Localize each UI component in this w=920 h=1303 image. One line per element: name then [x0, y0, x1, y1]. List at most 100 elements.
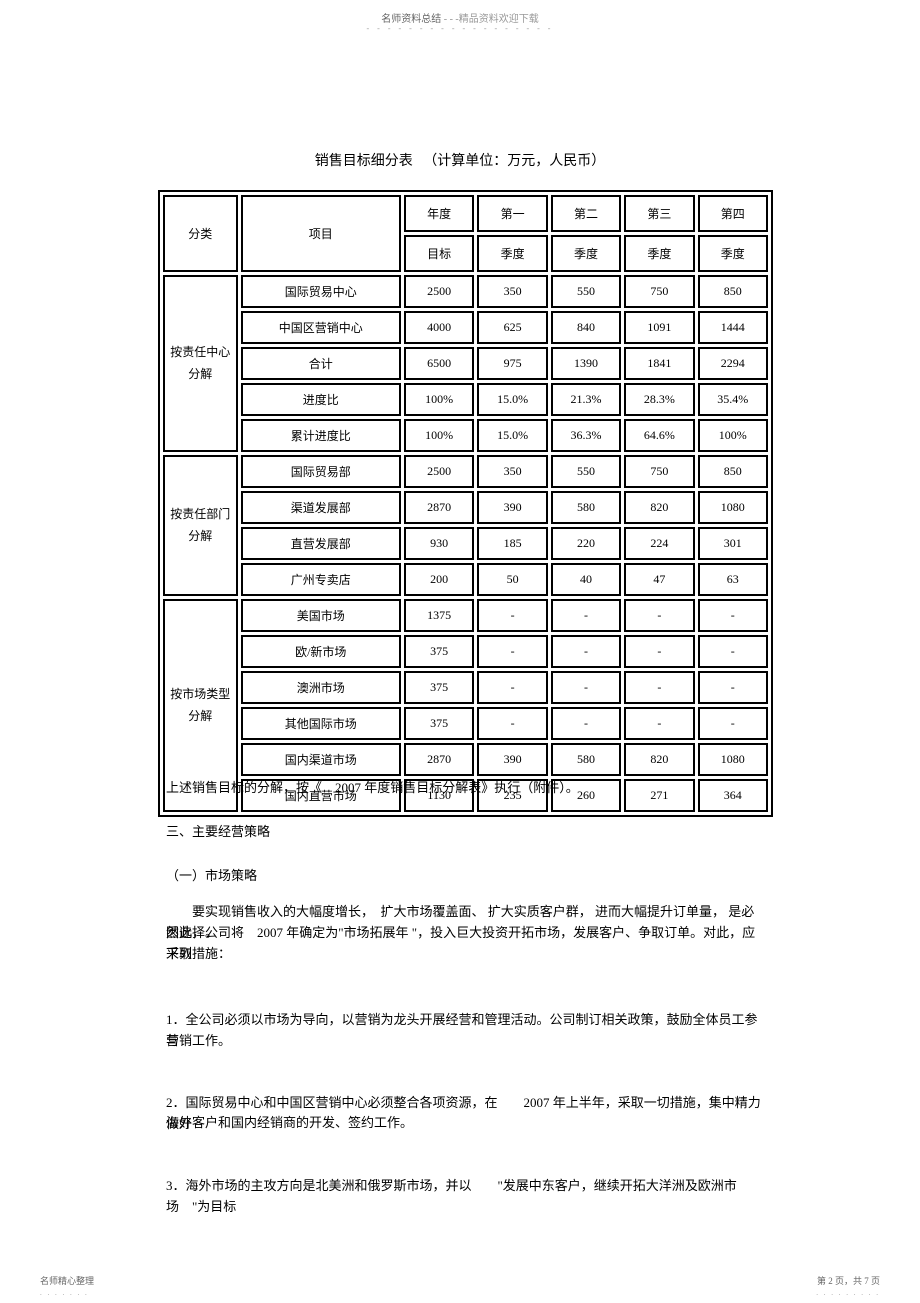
cell: - [624, 635, 694, 668]
cell: 850 [698, 275, 768, 308]
cell: 350 [477, 275, 547, 308]
cell: 820 [624, 491, 694, 524]
cell: - [551, 599, 621, 632]
th-annual: 年度 [404, 195, 474, 232]
cell: 63 [698, 563, 768, 596]
cell: 220 [551, 527, 621, 560]
cell: - [477, 635, 547, 668]
cell-item: 欧/新市场 [241, 635, 401, 668]
cell: 100% [698, 419, 768, 452]
cell-item: 其他国际市场 [241, 707, 401, 740]
cell: 1091 [624, 311, 694, 344]
table-row: 按责任中心分解 国际贸易中心 2500 350 550 750 850 [163, 275, 768, 308]
cell-item: 合计 [241, 347, 401, 380]
table-row: 国内渠道市场 2870 390 580 820 1080 [163, 743, 768, 776]
cell: 1080 [698, 743, 768, 776]
cell: 28.3% [624, 383, 694, 416]
page-header: 名师资料总结 - - -精品资料欢迎下载 [0, 10, 920, 25]
cell-item: 广州专卖店 [241, 563, 401, 596]
cell: - [698, 599, 768, 632]
table-row: 广州专卖店 200 50 40 47 63 [163, 563, 768, 596]
cell: 625 [477, 311, 547, 344]
cell: 200 [404, 563, 474, 596]
cell: 15.0% [477, 419, 547, 452]
th-q3b: 季度 [624, 235, 694, 272]
cell: 2870 [404, 743, 474, 776]
cell: - [551, 707, 621, 740]
cell: 35.4% [698, 383, 768, 416]
cell: 850 [698, 455, 768, 488]
th-annual2: 目标 [404, 235, 474, 272]
cell: 15.0% [477, 383, 547, 416]
cell: - [551, 635, 621, 668]
cell: - [698, 707, 768, 740]
cell: 1444 [698, 311, 768, 344]
cell: - [477, 599, 547, 632]
paragraph: 3．海外市场的主攻方向是北美洲和俄罗斯市场，并以 "发展中东客户，继续开拓大洋洲… [166, 1176, 766, 1218]
cell: 930 [404, 527, 474, 560]
cell: 21.3% [551, 383, 621, 416]
paragraph: 上述销售目标的分解，按《 2007 年度销售目标分解表》执行（附件）。 [166, 778, 766, 799]
paragraph: 下列措施： [166, 944, 766, 965]
table-title-main: 销售目标细分表 [315, 154, 413, 169]
cell: 350 [477, 455, 547, 488]
cell: - [551, 671, 621, 704]
table-row: 进度比 100% 15.0% 21.3% 28.3% 35.4% [163, 383, 768, 416]
table-row: 按市场类型分解 美国市场 1375 - - - - [163, 599, 768, 632]
cell: 2500 [404, 455, 474, 488]
category-cell: 按责任部门分解 [163, 455, 238, 596]
cell: 47 [624, 563, 694, 596]
cell: 185 [477, 527, 547, 560]
th-q1: 第一 [477, 195, 547, 232]
footer-dots-left: . . . . . . . [40, 1289, 89, 1297]
cell: 820 [624, 743, 694, 776]
table-row: 澳洲市场 375 - - - - [163, 671, 768, 704]
header-dots: - - - - - - - - - - - - - - - - - - [0, 24, 920, 33]
table-row: 中国区营销中心 4000 625 840 1091 1444 [163, 311, 768, 344]
cell-item: 进度比 [241, 383, 401, 416]
table-row: 直营发展部 930 185 220 224 301 [163, 527, 768, 560]
table-row: 按责任部门分解 国际贸易部 2500 350 550 750 850 [163, 455, 768, 488]
table-row: 其他国际市场 375 - - - - [163, 707, 768, 740]
cell-item: 渠道发展部 [241, 491, 401, 524]
cell: 1390 [551, 347, 621, 380]
th-q2: 第二 [551, 195, 621, 232]
cell: 390 [477, 743, 547, 776]
cell: 580 [551, 491, 621, 524]
cell-item: 澳洲市场 [241, 671, 401, 704]
cell: 2294 [698, 347, 768, 380]
cell: 1080 [698, 491, 768, 524]
footer-dots-right: . . . . . . . . . [816, 1289, 880, 1297]
cell-item: 中国区营销中心 [241, 311, 401, 344]
cell: - [698, 635, 768, 668]
cell: 750 [624, 275, 694, 308]
table-row: 累计进度比 100% 15.0% 36.3% 64.6% 100% [163, 419, 768, 452]
cell: 375 [404, 707, 474, 740]
cell: 975 [477, 347, 547, 380]
th-q2b: 季度 [551, 235, 621, 272]
table-row: 欧/新市场 375 - - - - [163, 635, 768, 668]
table-title-unit: （计算单位：万元，人民币） [423, 154, 605, 169]
cell: 6500 [404, 347, 474, 380]
cell: - [477, 707, 547, 740]
th-category: 分类 [163, 195, 238, 272]
cell: 375 [404, 635, 474, 668]
cell: 550 [551, 455, 621, 488]
footer-left: 名师精心整理 [40, 1274, 94, 1287]
cell: 550 [551, 275, 621, 308]
cell-item: 国内渠道市场 [241, 743, 401, 776]
cell: 2500 [404, 275, 474, 308]
cell: 1375 [404, 599, 474, 632]
cell: 224 [624, 527, 694, 560]
footer-right: 第 2 页，共 7 页 [817, 1274, 880, 1287]
cell: 580 [551, 743, 621, 776]
cell-item: 国际贸易中心 [241, 275, 401, 308]
th-q1b: 季度 [477, 235, 547, 272]
cell-item: 累计进度比 [241, 419, 401, 452]
table-row: 渠道发展部 2870 390 580 820 1080 [163, 491, 768, 524]
cell: - [698, 671, 768, 704]
table-header-row1: 分类 项目 年度 第一 第二 第三 第四 [163, 195, 768, 232]
cell: 40 [551, 563, 621, 596]
th-q4: 第四 [698, 195, 768, 232]
table-row: 合计 6500 975 1390 1841 2294 [163, 347, 768, 380]
